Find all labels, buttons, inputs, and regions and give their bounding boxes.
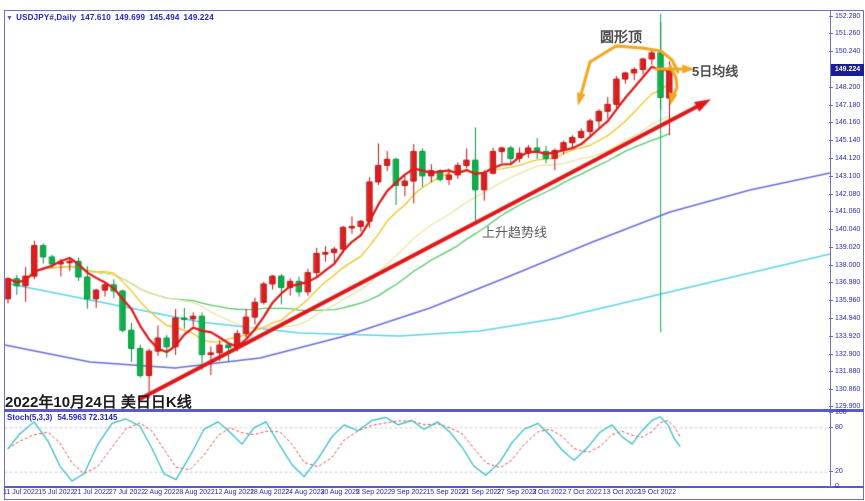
price-tick-label: 152.280 [829,13,860,21]
price-tick-label: 136.980 [829,279,860,287]
price-tick-label: 130.860 [829,386,860,394]
price-tick-label: 144.120 [829,155,860,163]
price-tick-label: 133.920 [829,333,860,341]
price-tick-label: 150.240 [829,48,860,56]
price-tick-label: 139.020 [829,244,860,252]
chart-legend: ▼ USDJPY#,Daily 147.610 149.699 145.494 149.2… [6,13,218,22]
date-tick-label: 18 Aug 2022 [249,489,290,496]
price-tick-label: 131.880 [829,368,860,376]
date-tick-label: 21 Jul 2022 [73,489,110,496]
price-tick-label: 143.100 [829,173,860,181]
frame-bottom [4,499,864,500]
date-tick-label: 15 Jul 2022 [38,489,75,496]
stoch-scale-label: 80 [829,424,843,432]
stoch-scale-label: 100 [829,409,847,417]
date-tick-label: 30 Aug 2022 [320,489,360,496]
stoch-scale-label: 0 [829,483,839,491]
date-tick-label: 24 Aug 2022 [285,489,325,496]
current-price-badge: 149.224 [831,64,864,76]
separator-stoch-dates[interactable] [4,486,864,488]
price-tick-label: 134.940 [829,315,860,323]
stoch-scale-label: 20 [829,468,843,476]
date-tick-label: 12 Aug 2022 [214,489,254,496]
date-tick-label: 11 Jul 2022 [3,489,39,496]
legend-open: 147.610 [80,13,111,22]
price-tick-label: 141.060 [829,208,860,216]
annotation-round-top: 圆形顶 [600,29,642,45]
date-tick-label: 19 Oct 2022 [638,489,677,496]
date-tick-label: 3 Oct 2022 [532,489,567,496]
date-tick-label: 5 Sep 2022 [355,489,392,496]
legend-low: 145.494 [149,13,180,22]
legend-close: 149.224 [183,13,214,22]
stoch-values: 54.5963 72.3145 [57,413,118,422]
date-tick-label: 9 Sep 2022 [391,489,427,496]
price-axis-line[interactable] [830,10,831,488]
date-tick-label: 7 Oct 2022 [567,489,602,496]
date-tick-label: 13 Oct 2022 [602,489,641,496]
date-tick-label: 27 Jul 2022 [108,489,146,496]
price-tick-label: 142.080 [829,191,860,199]
price-tick-label: 147.180 [829,102,860,110]
price-tick-label: 148.200 [829,84,860,92]
price-tick-label: 140.040 [829,226,860,234]
frame-top [4,10,864,11]
annotation-ma5: 5日均线 [692,64,739,79]
chevron-down-icon[interactable]: ▼ [6,15,14,22]
price-tick-label: 151.260 [829,30,860,38]
stoch-name: Stoch(5,3,3) [7,413,53,422]
date-tick-label: 21 Sep 2022 [461,489,502,496]
price-tick-label: 145.140 [829,137,860,145]
price-tick-label: 132.900 [829,351,860,359]
date-tick-label: 15 Sep 2022 [426,489,467,496]
price-tick-label: 146.160 [829,119,860,127]
frame-left [4,10,5,500]
price-tick-label: 129.900 [829,403,860,411]
stoch-indicator-label: Stoch(5,3,3) 54.5963 72.3145 [7,413,122,422]
chart-caption: 2022年10月24日 美日日K线 [5,394,192,411]
date-tick-label: 2 Aug 2022 [144,489,180,496]
separator-main-stoch[interactable] [4,409,864,412]
frame-right [863,10,864,500]
legend-symbol: USDJPY#,Daily [16,13,77,22]
legend-high: 149.699 [114,13,146,22]
date-tick-label: 8 Aug 2022 [179,489,215,496]
price-tick-label: 138.000 [829,262,860,270]
price-tick-label: 135.960 [829,297,860,305]
annotation-uptrend: 上升趋势线 [482,225,548,240]
date-tick-label: 27 Sep 2022 [496,489,537,496]
